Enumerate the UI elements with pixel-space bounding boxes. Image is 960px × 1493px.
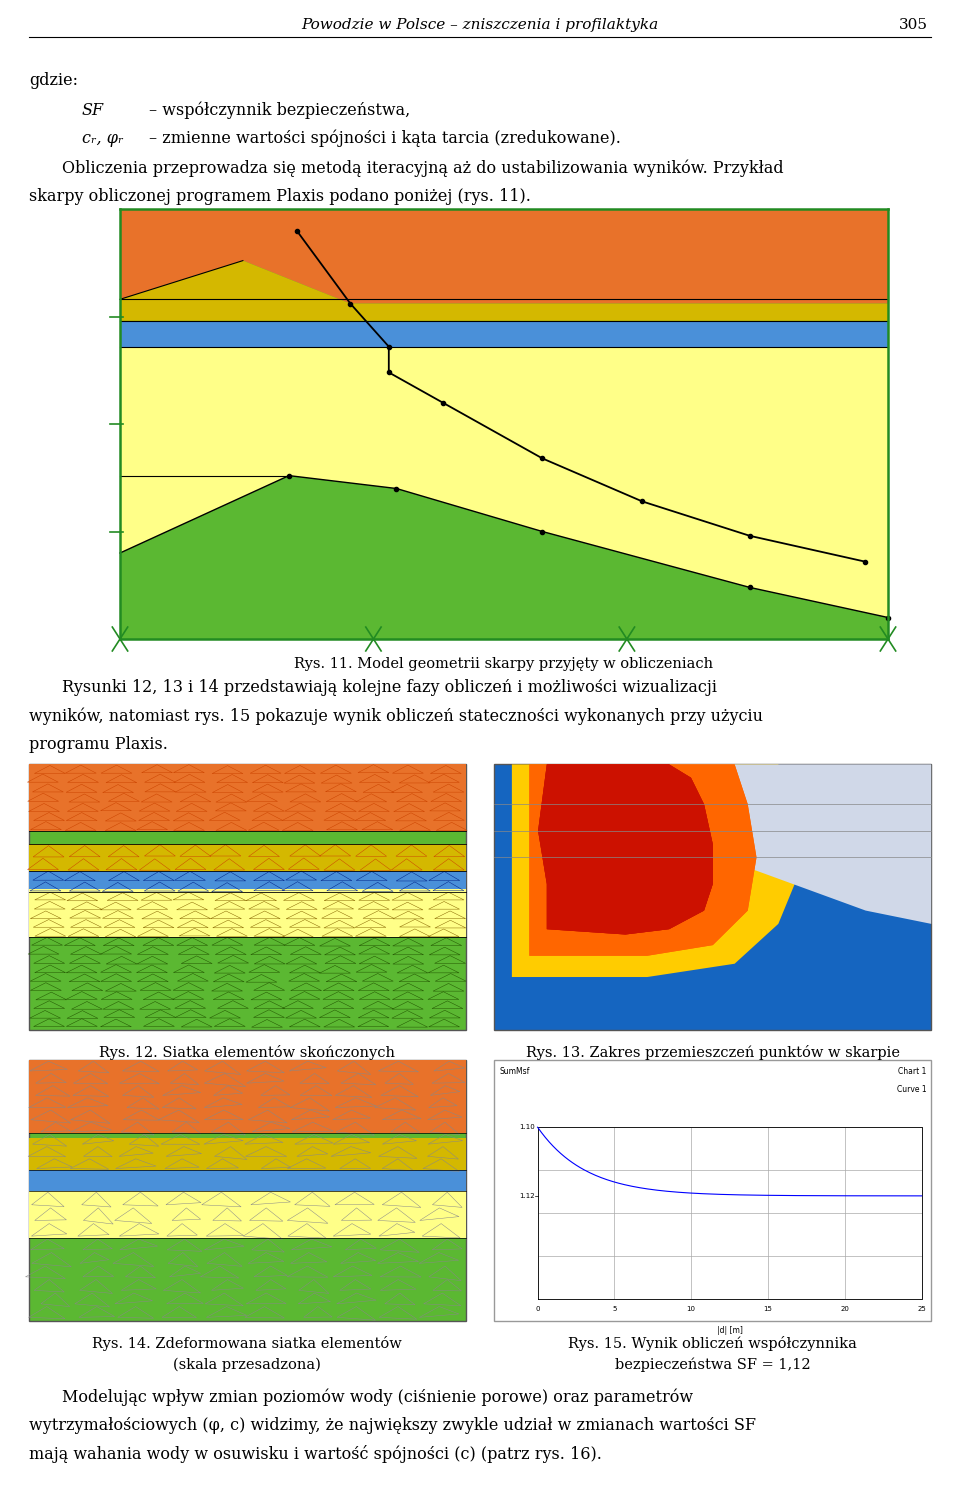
Text: wytrzymałościowych (φ, c) widzimy, że największy zwykle udział w zmianach wartoś: wytrzymałościowych (φ, c) widzimy, że na… (29, 1417, 756, 1433)
Text: mają wahania wody w osuwisku i wartość spójności (c) (patrz rys. 16).: mają wahania wody w osuwisku i wartość s… (29, 1445, 602, 1463)
Text: Rys. 14. Zdeformowana siatka elementów: Rys. 14. Zdeformowana siatka elementów (92, 1336, 402, 1351)
Text: 25: 25 (917, 1306, 926, 1312)
FancyBboxPatch shape (494, 1060, 931, 1321)
Text: programu Plaxis.: programu Plaxis. (29, 736, 168, 752)
Polygon shape (512, 764, 800, 976)
FancyBboxPatch shape (120, 209, 888, 639)
FancyBboxPatch shape (29, 1138, 466, 1171)
Text: bezpieczeństwa SF = 1,12: bezpieczeństwa SF = 1,12 (615, 1357, 810, 1372)
Text: 0: 0 (536, 1306, 540, 1312)
Text: (skala przesadzona): (skala przesadzona) (173, 1357, 322, 1372)
Polygon shape (529, 764, 756, 956)
Text: 5: 5 (612, 1306, 616, 1312)
Polygon shape (538, 764, 712, 935)
Text: 20: 20 (840, 1306, 850, 1312)
Text: Rys. 13. Zakres przemieszczeń punktów w skarpie: Rys. 13. Zakres przemieszczeń punktów w … (526, 1045, 900, 1060)
Polygon shape (120, 261, 888, 321)
Text: skarpy obliczonej programem Plaxis podano poniżej (rys. 11).: skarpy obliczonej programem Plaxis podan… (29, 188, 531, 205)
Text: cᵣ, φᵣ: cᵣ, φᵣ (82, 130, 123, 146)
Polygon shape (120, 321, 888, 346)
FancyBboxPatch shape (29, 870, 466, 891)
Polygon shape (538, 764, 712, 935)
Polygon shape (538, 764, 712, 935)
Polygon shape (120, 346, 888, 618)
FancyBboxPatch shape (494, 764, 931, 1030)
Text: wyników, natomiast rys. 15 pokazuje wynik obliczeń stateczności wykonanych przy : wyników, natomiast rys. 15 pokazuje wyni… (29, 708, 763, 726)
FancyBboxPatch shape (29, 844, 466, 870)
Text: Rysunki 12, 13 i 14 przedstawiają kolejne fazy obliczeń i możliwości wizualizacj: Rysunki 12, 13 i 14 przedstawiają kolejn… (62, 679, 717, 696)
Text: |d| [m]: |d| [m] (717, 1326, 742, 1335)
FancyBboxPatch shape (29, 1171, 466, 1191)
Text: Rys. 15. Wynik obliczeń współczynnika: Rys. 15. Wynik obliczeń współczynnika (568, 1336, 857, 1351)
Text: SumMsf: SumMsf (499, 1067, 530, 1076)
FancyBboxPatch shape (29, 1060, 466, 1133)
Text: 10: 10 (686, 1306, 696, 1312)
Text: 15: 15 (763, 1306, 773, 1312)
Text: gdzie:: gdzie: (29, 72, 78, 88)
FancyBboxPatch shape (29, 764, 466, 830)
FancyBboxPatch shape (29, 1191, 466, 1238)
Text: 1.12: 1.12 (519, 1193, 535, 1199)
Text: Curve 1: Curve 1 (897, 1085, 926, 1094)
Text: Obliczenia przeprowadza się metodą iteracyjną aż do ustabilizowania wyników. Prz: Obliczenia przeprowadza się metodą itera… (62, 160, 784, 178)
Text: 305: 305 (900, 18, 928, 31)
Text: Rys. 11. Model geometrii skarpy przyjęty w obliczeniach: Rys. 11. Model geometrii skarpy przyjęty… (295, 657, 713, 670)
Polygon shape (560, 764, 931, 924)
Text: – zmienne wartości spójności i kąta tarcia (zredukowane).: – zmienne wartości spójności i kąta tarc… (149, 130, 621, 148)
FancyBboxPatch shape (29, 1060, 466, 1321)
FancyBboxPatch shape (29, 890, 466, 938)
Polygon shape (529, 764, 756, 956)
Text: Modelując wpływ zmian poziomów wody (ciśnienie porowe) oraz parametrów: Modelując wpływ zmian poziomów wody (ciś… (62, 1388, 693, 1406)
Polygon shape (120, 209, 888, 303)
Text: Powodzie w Polsce – zniszczenia i profilaktyka: Powodzie w Polsce – zniszczenia i profil… (301, 18, 659, 31)
Text: – współczynnik bezpieczeństwa,: – współczynnik bezpieczeństwa, (149, 102, 410, 119)
Text: 1.10: 1.10 (519, 1124, 535, 1130)
FancyBboxPatch shape (29, 764, 466, 1030)
Text: SF: SF (82, 102, 104, 118)
Text: Rys. 12. Siatka elementów skończonych: Rys. 12. Siatka elementów skończonych (99, 1045, 396, 1060)
Text: Chart 1: Chart 1 (898, 1067, 926, 1076)
